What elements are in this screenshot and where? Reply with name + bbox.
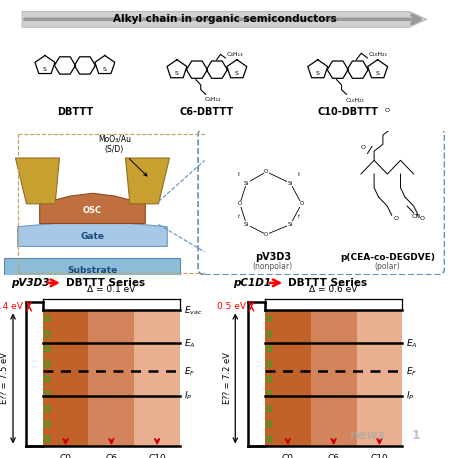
Bar <box>267 436 271 442</box>
Polygon shape <box>18 219 167 246</box>
Text: S: S <box>235 71 239 76</box>
Text: S: S <box>376 71 379 76</box>
Text: C₁₀H₂₁: C₁₀H₂₁ <box>369 52 388 57</box>
Text: 1: 1 <box>411 429 420 442</box>
Text: MoO₃/Au
(S/D): MoO₃/Au (S/D) <box>98 135 147 176</box>
Text: (nonpolar): (nonpolar) <box>253 262 293 271</box>
Text: O: O <box>238 202 242 206</box>
Text: C6-DBTTT: C6-DBTTT <box>180 107 234 117</box>
Text: $E_{vac}$: $E_{vac}$ <box>184 304 202 316</box>
Bar <box>134 311 180 447</box>
Text: pV3D3: pV3D3 <box>11 278 50 288</box>
Polygon shape <box>15 158 59 204</box>
Text: S: S <box>175 71 179 76</box>
Bar <box>44 346 49 351</box>
Bar <box>267 316 271 321</box>
Bar <box>44 436 49 442</box>
Bar <box>44 406 49 411</box>
Text: C₁₀H₂₁: C₁₀H₂₁ <box>345 98 365 103</box>
Text: S: S <box>316 71 320 76</box>
Text: $I_P$: $I_P$ <box>184 390 192 403</box>
Text: C0: C0 <box>282 454 294 458</box>
Bar <box>44 331 49 336</box>
Text: pV3D3: pV3D3 <box>255 252 291 262</box>
Text: O: O <box>299 202 304 206</box>
Text: E⁇ = 7.2 eV: E⁇ = 7.2 eV <box>223 353 232 404</box>
Bar <box>43 311 88 447</box>
Text: S: S <box>103 67 107 72</box>
Bar <box>267 391 271 396</box>
Text: Δ = 0.1 eV: Δ = 0.1 eV <box>87 285 136 294</box>
Text: news: news <box>350 429 386 442</box>
Bar <box>88 311 134 447</box>
Text: t: t <box>298 173 299 177</box>
Text: p(CEA-co-DEGDVE): p(CEA-co-DEGDVE) <box>340 253 435 262</box>
Text: OSC: OSC <box>83 206 102 215</box>
Polygon shape <box>126 158 170 204</box>
Text: t: t <box>238 173 239 177</box>
Text: C0: C0 <box>60 454 71 458</box>
Text: Si: Si <box>288 181 293 185</box>
Text: $E_A$: $E_A$ <box>184 337 195 349</box>
Bar <box>44 421 49 426</box>
Text: $I_P$: $I_P$ <box>406 390 414 403</box>
Text: O: O <box>264 232 269 237</box>
Text: 0.5 eV: 0.5 eV <box>216 302 246 311</box>
Bar <box>44 316 49 321</box>
Bar <box>267 406 271 411</box>
Text: pC1D1: pC1D1 <box>233 278 272 288</box>
Text: DBTTT: DBTTT <box>57 107 93 117</box>
Text: CN: CN <box>411 213 420 218</box>
FancyBboxPatch shape <box>198 128 445 275</box>
Text: C₄H₁₂: C₄H₁₂ <box>204 97 221 102</box>
Bar <box>267 346 271 351</box>
Bar <box>44 391 49 396</box>
Text: O: O <box>385 108 390 113</box>
Text: Si: Si <box>288 222 293 227</box>
Text: C10: C10 <box>148 454 166 458</box>
FancyArrow shape <box>22 11 427 27</box>
Bar <box>357 311 402 447</box>
Text: O: O <box>420 216 425 221</box>
Text: DBTTT Series: DBTTT Series <box>66 278 145 288</box>
Text: E⁇ = 7.5 eV: E⁇ = 7.5 eV <box>0 353 9 404</box>
Text: Si: Si <box>244 222 249 227</box>
Bar <box>311 311 357 447</box>
Text: C10-DBTTT: C10-DBTTT <box>317 107 378 117</box>
Text: t: t <box>298 214 299 218</box>
Text: Gate: Gate <box>80 232 105 241</box>
Bar <box>267 361 271 366</box>
Bar <box>267 421 271 426</box>
Text: Si: Si <box>244 181 249 185</box>
Text: S: S <box>43 67 47 72</box>
Text: $E_A$: $E_A$ <box>406 337 418 349</box>
FancyArrow shape <box>4 257 180 283</box>
Bar <box>267 376 271 381</box>
Text: Δ = 0.6 eV: Δ = 0.6 eV <box>309 285 358 294</box>
Polygon shape <box>40 193 145 224</box>
Text: 0.4 eV: 0.4 eV <box>0 302 23 311</box>
Text: $E_F$: $E_F$ <box>406 365 417 378</box>
Text: $E_F$: $E_F$ <box>184 365 195 378</box>
Bar <box>44 361 49 366</box>
Text: C₄H₁₃: C₄H₁₃ <box>227 52 243 57</box>
Text: O: O <box>361 145 365 150</box>
Text: DBTTT Series: DBTTT Series <box>288 278 367 288</box>
Text: t: t <box>238 214 239 218</box>
Text: C10: C10 <box>370 454 388 458</box>
Text: O: O <box>394 216 399 221</box>
Bar <box>267 331 271 336</box>
Text: C6: C6 <box>106 454 117 458</box>
Text: C6: C6 <box>328 454 339 458</box>
Bar <box>44 376 49 381</box>
Text: O: O <box>264 169 269 174</box>
FancyBboxPatch shape <box>0 0 449 135</box>
Text: Substrate: Substrate <box>67 266 118 275</box>
Text: (polar): (polar) <box>374 262 400 271</box>
Text: Alkyl chain in organic semiconductors: Alkyl chain in organic semiconductors <box>113 14 336 24</box>
Bar <box>265 311 311 447</box>
